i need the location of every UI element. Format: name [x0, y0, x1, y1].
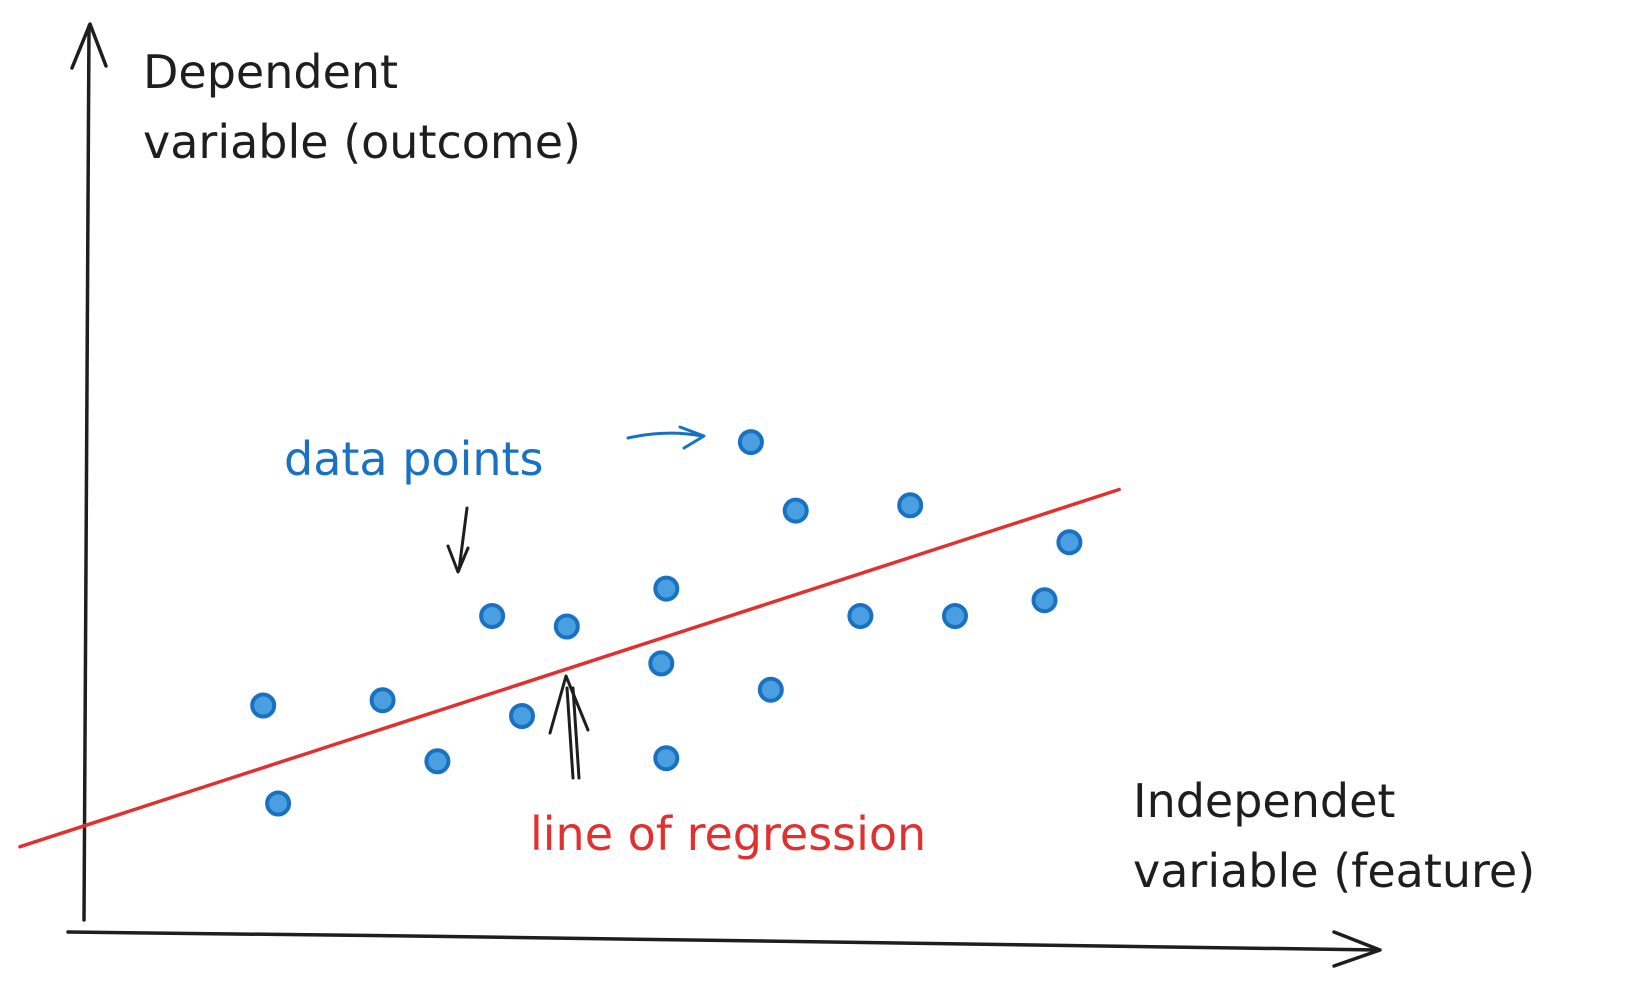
- regression-label: line of regression: [530, 807, 926, 861]
- data-point-2: [265, 790, 292, 817]
- data-point-1: [250, 692, 277, 719]
- down-arrow: [446, 506, 470, 574]
- data-point-11: [737, 429, 764, 456]
- regression-line: [18, 487, 1121, 849]
- data-point-12: [757, 676, 784, 703]
- data-points-arrow: [626, 425, 706, 450]
- data-point-8: [648, 650, 675, 677]
- data-point-17: [1031, 587, 1058, 614]
- data-point-18: [1056, 529, 1083, 556]
- data-point-16: [942, 603, 968, 629]
- data-points-label: data points: [284, 432, 544, 486]
- x-axis-label-line2: variable (feature): [1133, 844, 1535, 898]
- y-axis-label-line2: variable (outcome): [143, 115, 581, 169]
- data-points-layer: [250, 429, 1083, 817]
- data-point-14: [847, 603, 874, 629]
- data-point-5: [479, 603, 506, 629]
- x-axis: [66, 930, 1382, 968]
- data-point-4: [424, 748, 451, 775]
- data-point-15: [897, 492, 924, 519]
- data-point-7: [553, 613, 580, 640]
- data-point-10: [653, 745, 680, 772]
- data-point-13: [782, 497, 809, 524]
- y-axis: [70, 22, 108, 922]
- data-point-3: [369, 687, 396, 714]
- y-axis-label-line1: Dependent: [143, 45, 398, 99]
- regression-arrow: [548, 674, 590, 780]
- x-axis-label-line1: Independet: [1133, 774, 1395, 828]
- data-point-6: [509, 703, 535, 729]
- data-point-9: [653, 575, 680, 602]
